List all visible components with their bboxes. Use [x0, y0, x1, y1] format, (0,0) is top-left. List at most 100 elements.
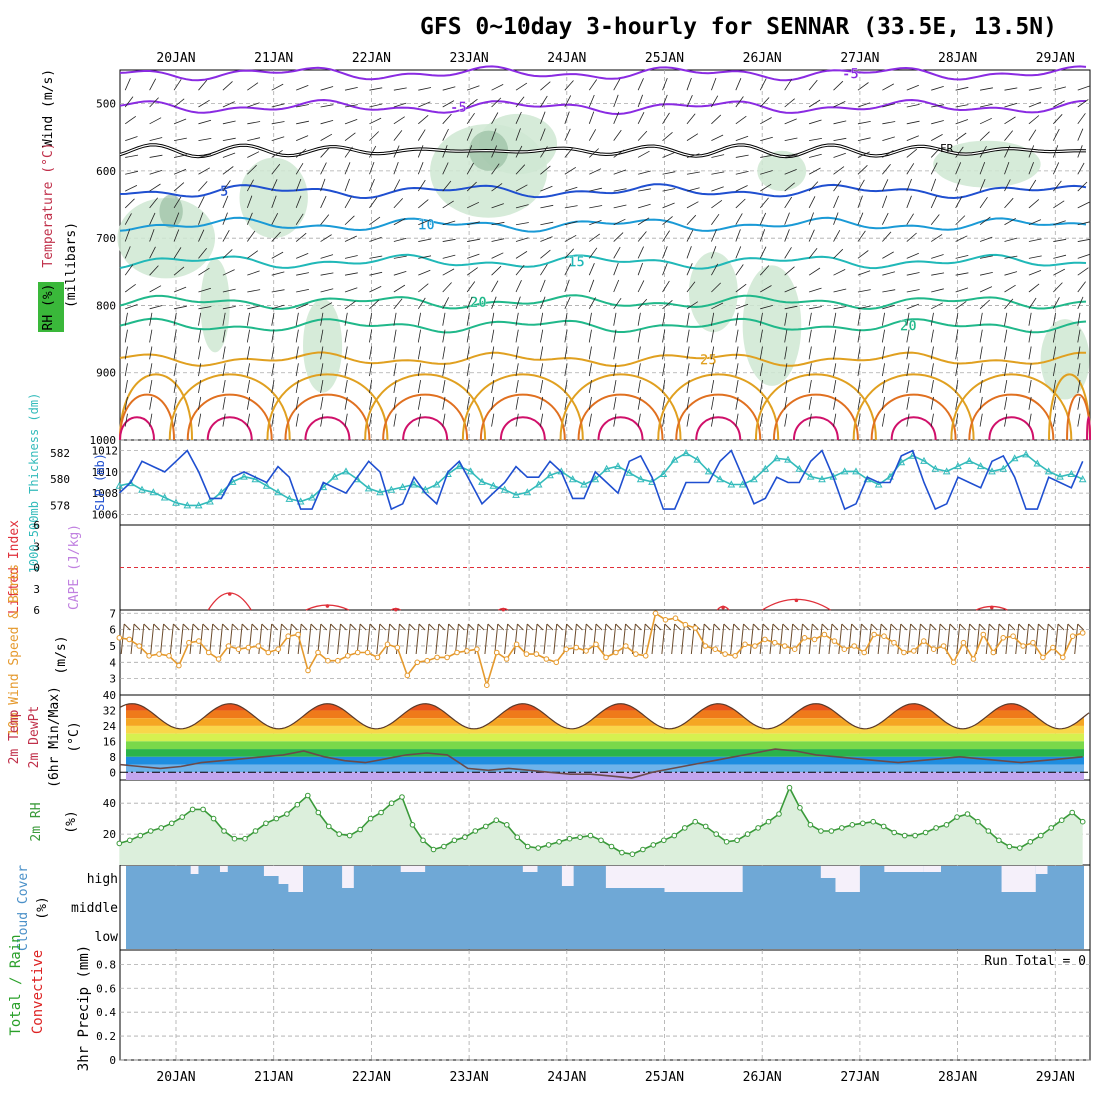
wind10-barb-flag	[222, 623, 229, 631]
wind-speed-point	[831, 638, 838, 644]
wind-barb	[735, 213, 743, 225]
wind-barb	[589, 220, 602, 226]
y-label-li-6: 6	[33, 604, 40, 617]
wind10-barb	[356, 623, 361, 655]
wind-barb	[295, 162, 304, 175]
rh-area-5	[117, 197, 216, 279]
wind-barb	[979, 216, 991, 226]
wind-barb	[784, 312, 788, 326]
y-label-temp-0: 0	[109, 766, 116, 779]
x-label-bottom-25JAN: 25JAN	[645, 1070, 684, 1085]
wind-barb	[857, 396, 861, 410]
wind-barb	[711, 380, 715, 393]
isotherm-label-2: 5	[220, 184, 228, 200]
wind-barb	[198, 212, 204, 225]
wind10-barb-flag	[890, 623, 898, 631]
wind-barb	[515, 396, 519, 410]
wind-barb	[881, 195, 888, 209]
rh2m-point	[158, 825, 164, 831]
wind-barb	[467, 253, 480, 259]
wind10-barb	[346, 623, 351, 655]
x-label-top-29JAN: 29JAN	[1036, 51, 1075, 66]
wind-speed-point	[156, 651, 162, 657]
wind-barb	[564, 363, 568, 377]
wind-speed-point	[374, 654, 381, 661]
wind-barb	[759, 229, 766, 242]
wind-barb	[491, 203, 504, 209]
wind-barb	[369, 286, 382, 293]
y-label-thk-578: 578	[50, 499, 70, 512]
wind-barb	[417, 413, 421, 427]
wind-barb	[1052, 346, 1056, 360]
dewpoint-line	[119, 748, 1083, 779]
wind-barb	[466, 363, 470, 377]
wind-barb	[833, 380, 837, 393]
wind-barb	[857, 179, 865, 192]
wind-barb	[735, 329, 739, 343]
rh2m-point	[556, 839, 562, 845]
wind-barb	[344, 272, 358, 276]
wind-barb	[149, 137, 163, 142]
wind-barb	[344, 132, 356, 141]
rh2m-point	[985, 828, 992, 834]
rh2m-point	[849, 822, 856, 828]
wind10-barb-flag	[585, 623, 593, 631]
wind-barb	[369, 161, 375, 175]
wind-barb	[417, 129, 426, 141]
wind-barb	[906, 163, 915, 175]
wind-barb	[686, 77, 692, 91]
wind-barb	[540, 95, 548, 108]
y-label-upper-900: 900	[96, 367, 116, 380]
thickness-point	[330, 472, 339, 480]
wind-speed-point	[1040, 654, 1046, 661]
wind-barb	[540, 329, 544, 343]
wind-barb	[637, 78, 644, 91]
wind-barb	[613, 232, 624, 242]
wind-speed-point	[235, 646, 242, 653]
rh2m-point	[901, 832, 908, 839]
wind-barb	[1028, 199, 1040, 209]
rh2m-point	[640, 846, 646, 853]
wind10-barb-flag	[143, 623, 151, 631]
wind-barb	[491, 84, 504, 91]
arch-30-3	[479, 393, 566, 441]
wind-barb	[466, 181, 477, 192]
cloud-gap-5	[342, 866, 354, 888]
wind-barb	[295, 178, 302, 192]
wind-speed-point	[583, 648, 589, 654]
wind-speed-point	[245, 644, 252, 651]
wind-barb	[759, 197, 769, 209]
wind-barb	[1052, 329, 1056, 343]
wind-barb	[808, 212, 814, 225]
wind-barb	[149, 246, 156, 259]
wind-barb	[662, 299, 673, 310]
wind-barb	[760, 154, 774, 158]
wind-barb	[418, 219, 431, 226]
wind-barb	[369, 178, 375, 192]
wind-barb	[906, 148, 918, 158]
arch-35-7	[890, 416, 937, 441]
wind-barb	[491, 396, 495, 410]
temp-band-5	[126, 733, 1084, 742]
wind-speed-point	[275, 646, 282, 653]
wind-barb	[686, 413, 690, 427]
wind-barb	[418, 238, 432, 242]
wind-barb	[662, 94, 668, 108]
wind-barb	[906, 346, 910, 360]
wind-barb	[149, 212, 156, 225]
arch-30-6	[772, 393, 859, 441]
wind10-barb	[907, 623, 912, 655]
rh2m-point	[839, 825, 845, 831]
rh2m-point	[933, 825, 939, 831]
wind-barb	[881, 380, 885, 393]
wind-barb	[1077, 346, 1081, 360]
wind-barb	[1053, 220, 1066, 226]
wind-barb	[662, 280, 670, 293]
wind-barb	[1004, 130, 1014, 141]
rh2m-point	[608, 843, 615, 850]
wind-barb	[760, 305, 773, 310]
wind10-barb-flag	[231, 623, 239, 631]
wind-barb	[613, 413, 617, 427]
wind-barb	[931, 134, 943, 141]
wind-barb	[369, 271, 383, 276]
